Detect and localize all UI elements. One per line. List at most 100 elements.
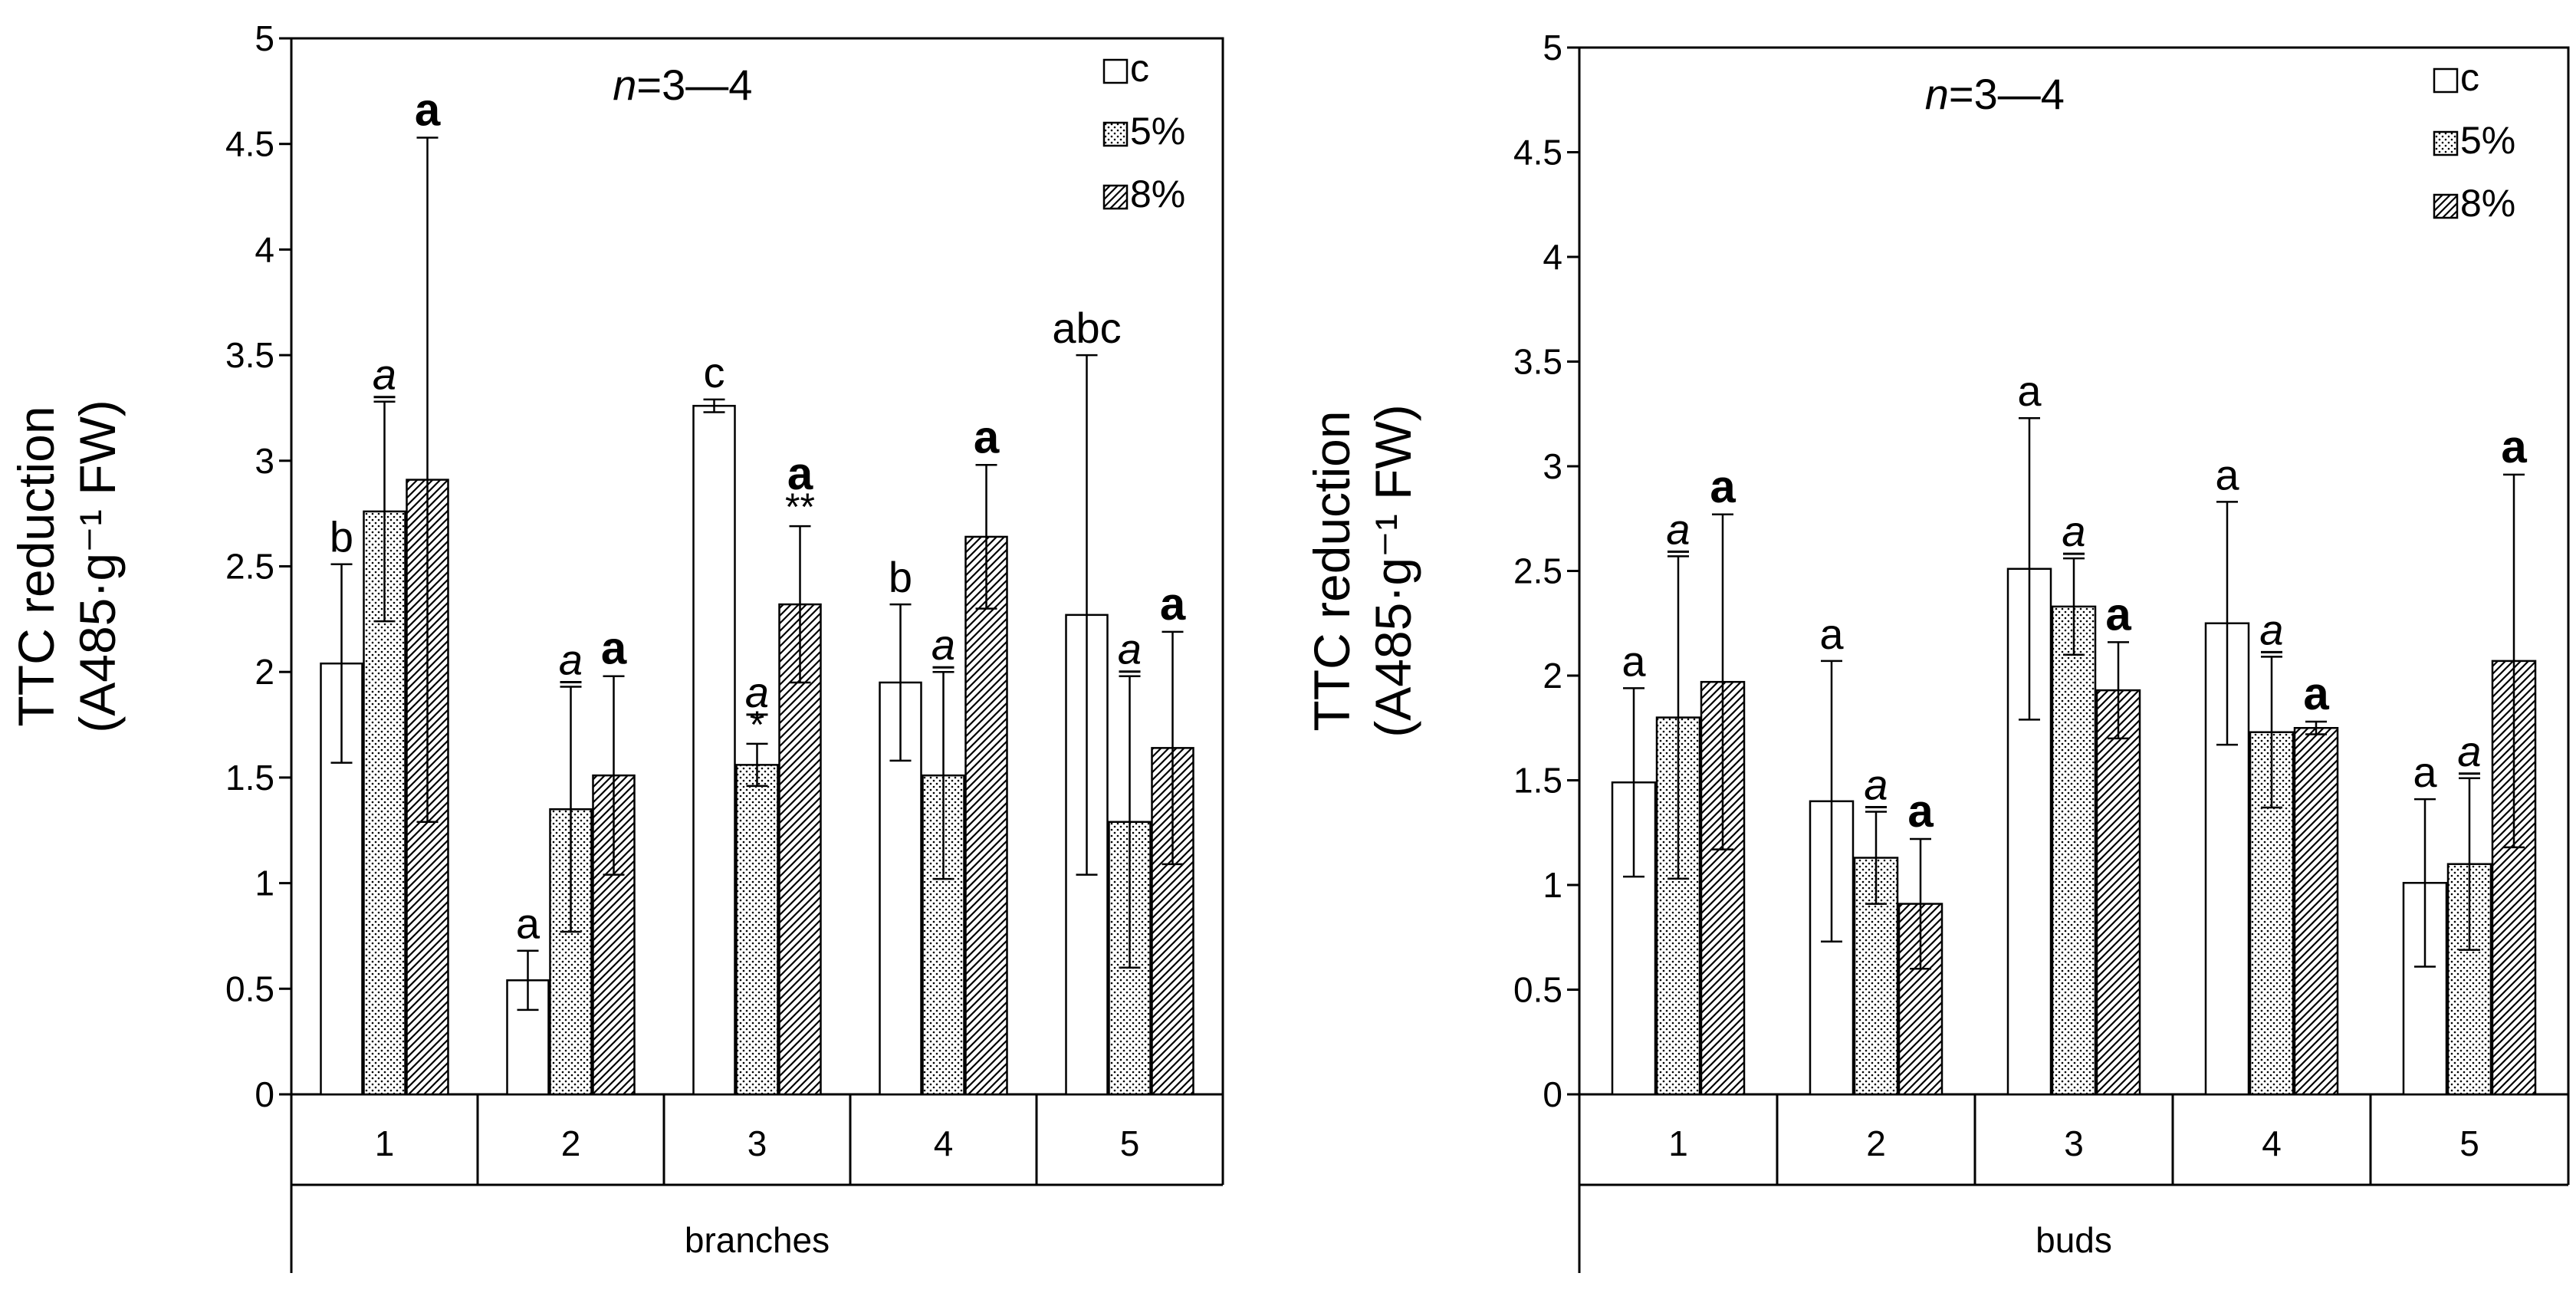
bar-hatch — [964, 535, 1008, 1096]
group-letter-label: a — [516, 900, 540, 948]
group-letter-label: a — [601, 623, 627, 674]
group-letter-label: a — [2017, 367, 2042, 415]
y-tick-label: 3.5 — [1513, 342, 1562, 382]
group-letter-label: a — [373, 350, 396, 399]
legend-swatch-dots — [2433, 130, 2459, 156]
legend-swatch-dots — [1102, 121, 1129, 147]
category-label: 5 — [1120, 1123, 1140, 1163]
legend-label: c — [1130, 47, 1149, 90]
y-tick-label: 3 — [255, 441, 274, 481]
category-label: 4 — [934, 1123, 954, 1163]
group-letter-label: a — [1907, 785, 1934, 837]
bar-white — [692, 404, 736, 1096]
category-label: 3 — [2064, 1123, 2084, 1163]
x-axis-label: buds — [2036, 1220, 2112, 1260]
y-axis-label-line2: (A485·g⁻¹ FW) — [69, 400, 126, 733]
y-tick-label: 0.5 — [1513, 970, 1562, 1010]
significance-mark: ** — [785, 485, 815, 528]
y-tick-label: 1 — [1543, 865, 1562, 905]
group-letter-label: a — [415, 84, 441, 135]
y-tick-label: 2 — [1543, 656, 1562, 696]
legend-swatch-hatch — [1102, 184, 1129, 210]
sample-size-n: n — [613, 61, 636, 109]
y-tick-label: 2.5 — [1513, 551, 1562, 591]
group-letter-label: a — [2303, 668, 2329, 719]
group-letter-label: a — [2215, 450, 2239, 498]
y-tick-label: 3 — [1543, 446, 1562, 486]
group-letter-label: a — [1118, 625, 1142, 673]
category-label: 4 — [2262, 1123, 2282, 1163]
group-letter-label: a — [2105, 588, 2131, 640]
y-tick-label: 0.5 — [225, 969, 274, 1008]
y-tick-label: 1.5 — [1513, 761, 1562, 801]
group-letter-label: a — [745, 668, 769, 716]
group-letter-label: a — [1864, 760, 1888, 808]
sample-size-range: =3—4 — [1949, 70, 2065, 118]
bar-white — [1611, 781, 1657, 1096]
y-tick-label: 4 — [1543, 237, 1562, 277]
group-letter-label: a — [1819, 610, 1844, 658]
legend-label: 8% — [1130, 173, 1185, 215]
chart-panel-buds: 0 0.5 1 1.5 2 2.5 3 3.5 4 4.5 5 1 2 3 4 5 buds TTC reduct… — [1303, 28, 2570, 1273]
legend-label: 8% — [2460, 182, 2515, 225]
group-letter-label: b — [330, 513, 353, 561]
bar-dots — [2051, 605, 2097, 1096]
bar-hatch — [2095, 689, 2141, 1096]
legend-label: 5% — [1130, 110, 1185, 153]
legend-swatch-hatch — [2433, 193, 2459, 219]
group-letter-label: abc — [1052, 304, 1121, 352]
group-letter-label: a — [974, 411, 1000, 462]
group-letter-label: a — [1622, 637, 1646, 685]
group-letter-label: b — [889, 553, 912, 601]
y-tick-label: 0 — [1543, 1074, 1562, 1114]
group-letter-label: a — [2259, 605, 2283, 653]
x-axis-label: branches — [685, 1220, 830, 1260]
group-letter-label: a — [2457, 727, 2481, 775]
bar-hatch — [778, 603, 822, 1096]
category-label: 3 — [748, 1123, 767, 1163]
y-tick-label: 5 — [255, 18, 274, 58]
sample-size-n: n — [1925, 70, 1949, 118]
category-label: 1 — [375, 1123, 395, 1163]
group-letter-label: a — [1710, 461, 1736, 512]
y-tick-label: 1 — [255, 864, 274, 903]
sample-size-range: =3—4 — [636, 61, 752, 109]
sample-size-annotation: n=3—4 — [613, 61, 752, 109]
group-letter-label: a — [787, 448, 813, 499]
y-axis-label-line1: TTC reduction — [1303, 410, 1360, 731]
y-tick-label: 2 — [255, 652, 274, 692]
y-axis-label-line1: TTC reduction — [8, 406, 64, 726]
group-letter-label: a — [2062, 507, 2085, 555]
group-letter-label: a — [1160, 578, 1186, 630]
legend-label: 5% — [2460, 119, 2515, 162]
y-tick-label: 4 — [255, 229, 274, 269]
bar-hatch — [2293, 727, 2339, 1096]
chart-panel-branches: 0 0.5 1 1.5 2 2.5 3 3.5 4 4.5 5 1 2 3 4 5 branches TTC re… — [8, 18, 1224, 1273]
y-tick-label: 0 — [255, 1074, 274, 1114]
category-label: 1 — [1668, 1123, 1688, 1163]
bar-white — [2006, 567, 2052, 1096]
legend-swatch-white — [2433, 67, 2459, 94]
y-tick-label: 5 — [1543, 28, 1562, 67]
legend-label: c — [2460, 56, 2479, 99]
legend-swatch-white — [1102, 58, 1129, 84]
group-letter-label: c — [704, 348, 725, 396]
group-letter-label: a — [932, 620, 955, 669]
group-letter-label: a — [2501, 421, 2527, 472]
sample-size-annotation: n=3—4 — [1925, 70, 2065, 118]
y-tick-label: 2.5 — [225, 547, 274, 587]
group-letter-label: a — [1666, 505, 1690, 553]
group-letter-label: a — [559, 635, 583, 683]
y-tick-label: 4.5 — [225, 124, 274, 164]
category-label: 2 — [561, 1123, 581, 1163]
category-label: 5 — [2459, 1123, 2479, 1163]
category-label: 2 — [1866, 1123, 1886, 1163]
y-tick-label: 4.5 — [1513, 133, 1562, 173]
bar-dots — [735, 764, 779, 1096]
group-letter-label: a — [2413, 748, 2437, 796]
y-tick-label: 1.5 — [225, 758, 274, 798]
y-axis-label-line2: (A485·g⁻¹ FW) — [1365, 404, 1421, 738]
y-tick-label: 3.5 — [225, 335, 274, 375]
